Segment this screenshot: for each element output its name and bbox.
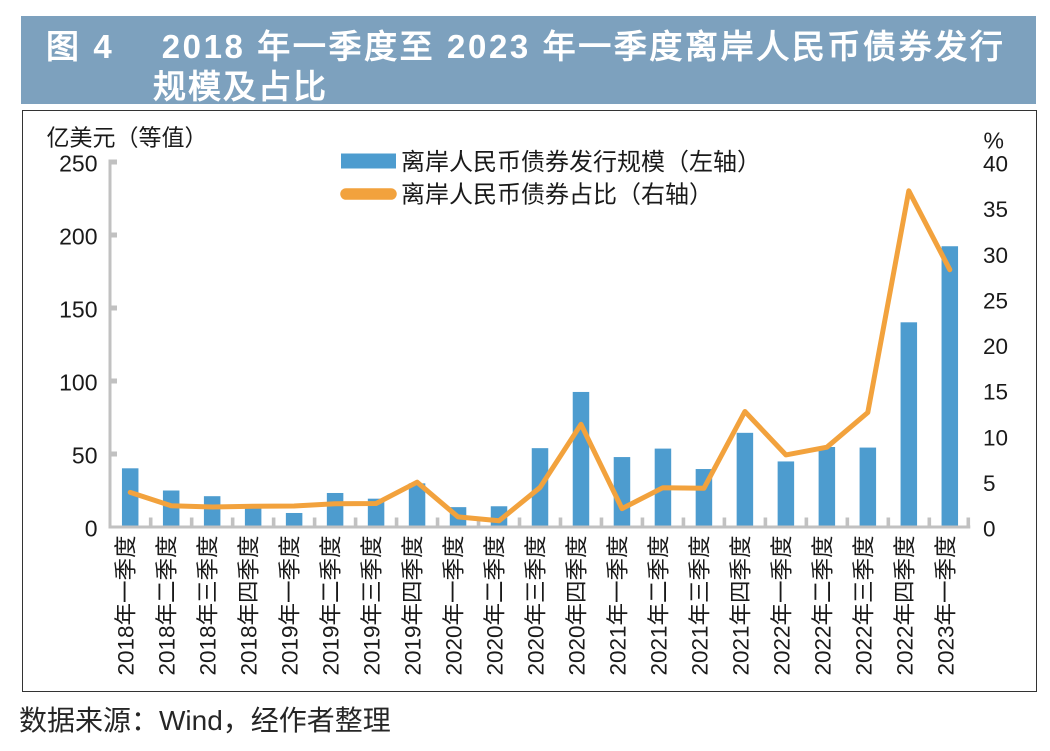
svg-text:20: 20: [983, 334, 1008, 359]
svg-text:2023年一季度: 2023年一季度: [933, 535, 958, 675]
svg-text:10: 10: [983, 425, 1008, 450]
svg-text:15: 15: [983, 380, 1008, 405]
svg-text:100: 100: [59, 370, 97, 396]
svg-text:25: 25: [983, 288, 1008, 313]
svg-text:离岸人民币债券发行规模（左轴）: 离岸人民币债券发行规模（左轴）: [401, 149, 761, 176]
svg-text:2021年二季度: 2021年二季度: [646, 535, 671, 675]
svg-text:离岸人民币债券占比（右轴）: 离岸人民币债券占比（右轴）: [401, 181, 713, 208]
svg-text:2020年一季度: 2020年一季度: [442, 535, 467, 675]
svg-text:亿美元（等值）: 亿美元（等值）: [47, 125, 208, 151]
svg-text:250: 250: [59, 151, 97, 177]
svg-text:0: 0: [85, 516, 98, 542]
svg-text:%: %: [984, 128, 1004, 154]
svg-text:2018年二季度: 2018年二季度: [155, 535, 180, 675]
svg-text:2018年三季度: 2018年三季度: [196, 535, 221, 675]
svg-text:2019年三季度: 2019年三季度: [360, 535, 385, 675]
svg-text:2020年三季度: 2020年三季度: [524, 535, 549, 675]
svg-text:2022年四季度: 2022年四季度: [892, 535, 917, 675]
svg-text:35: 35: [983, 197, 1008, 222]
svg-text:50: 50: [72, 443, 98, 469]
svg-text:2020年二季度: 2020年二季度: [483, 535, 508, 675]
svg-text:2019年一季度: 2019年一季度: [278, 535, 303, 675]
svg-text:0: 0: [983, 517, 996, 542]
svg-text:30: 30: [983, 243, 1008, 268]
svg-text:2019年四季度: 2019年四季度: [401, 535, 426, 675]
svg-text:2018年四季度: 2018年四季度: [237, 535, 262, 675]
svg-text:2022年二季度: 2022年二季度: [810, 535, 835, 675]
svg-text:200: 200: [59, 224, 97, 250]
svg-text:2020年四季度: 2020年四季度: [564, 535, 589, 675]
svg-text:2021年四季度: 2021年四季度: [728, 535, 753, 675]
svg-text:2018年一季度: 2018年一季度: [114, 535, 139, 675]
svg-text:2021年一季度: 2021年一季度: [605, 535, 630, 675]
svg-text:150: 150: [59, 297, 97, 323]
svg-text:2019年二季度: 2019年二季度: [319, 535, 344, 675]
svg-text:2021年三季度: 2021年三季度: [687, 535, 712, 675]
svg-text:5: 5: [983, 471, 996, 496]
svg-text:2022年三季度: 2022年三季度: [851, 535, 876, 675]
svg-text:40: 40: [983, 152, 1008, 177]
svg-text:2022年一季度: 2022年一季度: [769, 535, 794, 675]
